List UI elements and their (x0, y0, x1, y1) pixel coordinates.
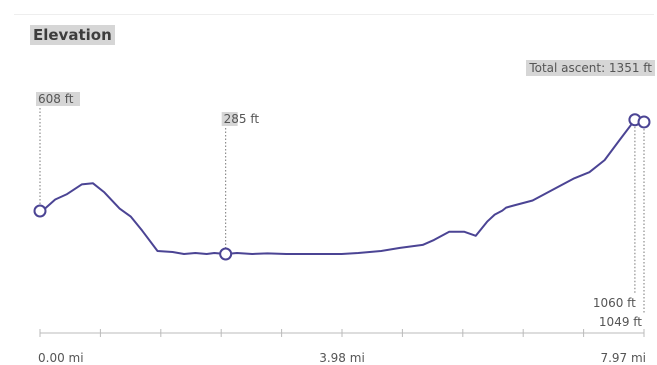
total-ascent-label: Total ascent: 1351 ft (526, 60, 655, 76)
marker-label: 1060 ft (593, 296, 636, 310)
elevation-line (39, 118, 645, 255)
marker-label: 608 ft (38, 92, 74, 106)
marker-point (637, 115, 651, 129)
chart-title: Elevation (30, 25, 115, 45)
marker-label-bg (36, 92, 80, 106)
marker-point (219, 247, 233, 261)
x-tick-label: 7.97 mi (600, 351, 646, 365)
marker-group: 1060 ft (593, 113, 642, 310)
x-tick-label: 3.98 mi (319, 351, 365, 365)
marker-group: 1049 ft (599, 115, 651, 329)
marker-group: 285 ft (219, 112, 260, 261)
marker-label: 1049 ft (599, 315, 642, 329)
marker-label: 285 ft (224, 112, 260, 126)
marker-label-bg (221, 112, 238, 126)
marker-point (33, 204, 47, 218)
top-divider (14, 14, 654, 15)
x-tick-label: 0.00 mi (38, 351, 84, 365)
marker-group: 608 ft (33, 92, 80, 218)
